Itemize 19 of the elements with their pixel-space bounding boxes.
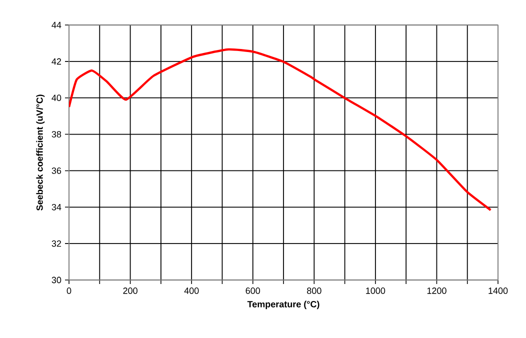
y-axis-title: Seebeck coefficient (uV/°C) [36,94,45,211]
x-tick-label: 1400 [488,288,508,294]
y-tick-label: 30 [52,276,62,284]
x-tick-label: 800 [307,288,322,294]
x-tick-label: 600 [246,288,260,294]
y-tick-label: 44 [52,22,62,28]
y-tick-label: 34 [52,204,62,210]
x-tick-label: 1000 [366,288,386,294]
line-series [69,48,492,212]
x-axis-title: Temperature (°C) [247,300,320,310]
x-tick-label: 200 [123,288,138,294]
x-tick-label: 0 [66,288,72,294]
x-tick-label: 400 [184,288,199,294]
x-tick-label: 1200 [427,288,446,294]
y-tick-label: 40 [52,94,62,102]
y-tick-label: 32 [52,240,62,247]
y-tick-label: 38 [52,131,62,138]
y-tick-label: 42 [52,58,62,65]
y-tick-label: 36 [52,168,62,174]
